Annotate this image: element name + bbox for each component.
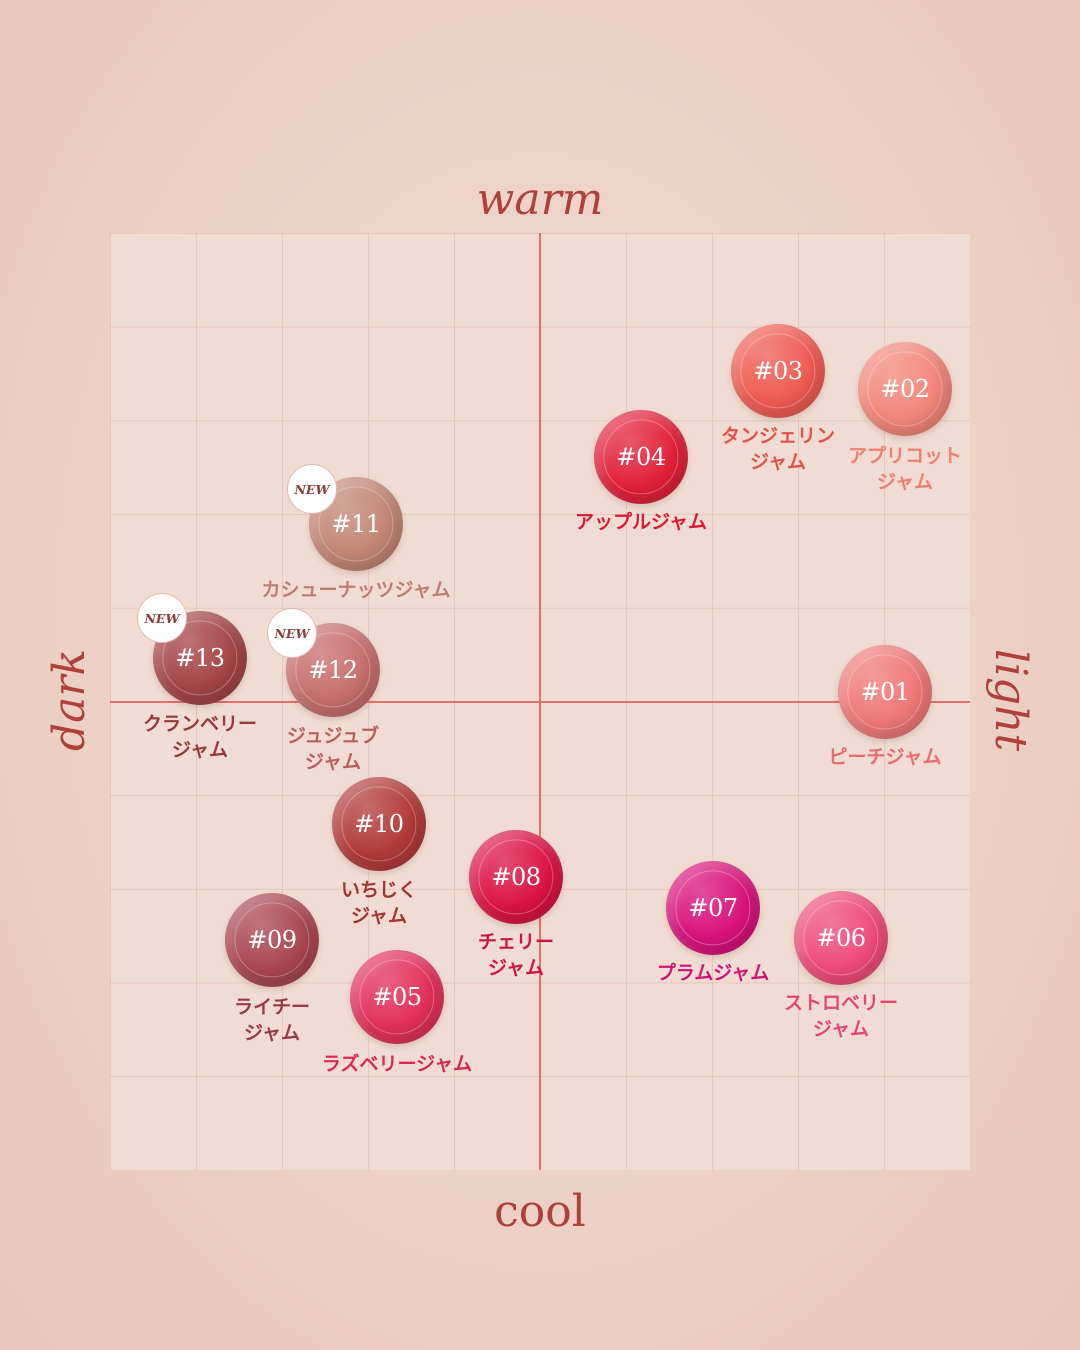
swatch-name-13: クランベリー ジャム	[143, 711, 257, 763]
swatch-name-line: ジャム	[350, 905, 408, 927]
swatch-name-03: タンジェリン ジャム	[721, 423, 835, 475]
swatch-01: #01	[838, 645, 932, 739]
swatch-name-10: いちじく ジャム	[341, 877, 417, 929]
swatch-name-line: クランベリー	[142, 713, 258, 735]
swatch-07: #07	[666, 861, 760, 955]
swatch-name-line: ジャム	[749, 451, 807, 473]
swatch-name-08: チェリー ジャム	[478, 929, 554, 981]
swatch-number: #07	[688, 894, 738, 922]
swatch-name-06: ストロベリー ジャム	[784, 990, 898, 1042]
swatch-name-05: ラズベリージャム	[322, 1051, 472, 1077]
swatch-number: #12	[308, 656, 358, 684]
swatch-name-line: プラムジャム	[656, 962, 770, 984]
swatch-name-line: ストロベリー	[783, 992, 899, 1014]
swatch-name-02: アプリコット ジャム	[848, 443, 962, 495]
swatch-name-line: ジャム	[487, 957, 545, 979]
swatch-number: #02	[880, 375, 930, 403]
axis-label-warm: warm	[476, 174, 604, 225]
swatch-name-line: アプリコット	[847, 445, 963, 467]
swatch-name-line: ジャム	[171, 739, 229, 761]
swatch-name-line: ラズベリージャム	[321, 1053, 473, 1075]
swatch-06: #06	[794, 891, 888, 985]
swatch-number: #08	[491, 863, 541, 891]
swatch-number: #06	[816, 924, 866, 952]
swatch-number: #10	[354, 810, 404, 838]
swatch-12: #12	[286, 623, 380, 717]
swatch-name-11: カシューナッツジャム	[261, 577, 450, 603]
swatch-name-09: ライチー ジャム	[234, 994, 310, 1046]
swatch-08: #08	[469, 830, 563, 924]
vertical-axis-line	[539, 233, 541, 1170]
swatch-number: #04	[616, 443, 666, 471]
swatch-name-line: タンジェリン	[720, 425, 836, 447]
swatch-name-line: ジャム	[243, 1022, 301, 1044]
swatch-name-01: ピーチジャム	[828, 744, 941, 770]
new-badge: NEW	[137, 593, 187, 643]
swatch-09: #09	[225, 893, 319, 987]
swatch-02: #02	[858, 342, 952, 436]
swatch-name-12: ジュジュブ ジャム	[287, 723, 379, 775]
swatch-name-line: いちじく	[340, 879, 418, 901]
swatch-name-line: ジャム	[304, 751, 362, 773]
new-badge: NEW	[287, 464, 337, 514]
new-badge: NEW	[267, 608, 317, 658]
axis-label-dark: dark	[44, 648, 95, 752]
swatch-05: #05	[350, 950, 444, 1044]
swatch-03: #03	[731, 324, 825, 418]
swatch-name-line: ジャム	[876, 471, 934, 493]
swatch-name-line: ジュジュブ	[286, 725, 380, 747]
swatch-number: #09	[247, 926, 297, 954]
swatch-number: #11	[331, 510, 381, 538]
swatch-name-line: カシューナッツジャム	[261, 579, 451, 601]
swatch-number: #13	[175, 644, 225, 672]
swatch-number: #01	[860, 678, 910, 706]
swatch-name-04: アップルジャム	[575, 509, 707, 535]
swatch-10: #10	[332, 777, 426, 871]
swatch-name-line: チェリー	[477, 931, 555, 953]
swatch-number: #03	[753, 357, 803, 385]
swatch-04: #04	[594, 410, 688, 504]
swatch-name-line: ピーチジャム	[828, 746, 942, 768]
swatch-name-line: ジャム	[812, 1018, 870, 1040]
swatch-name-line: アップルジャム	[574, 511, 708, 533]
swatch-name-line: ライチー	[233, 996, 311, 1018]
axis-label-light: light	[985, 648, 1036, 752]
swatch-number: #05	[372, 983, 422, 1011]
axis-label-cool: cool	[494, 1186, 586, 1237]
swatch-name-07: プラムジャム	[657, 960, 769, 986]
